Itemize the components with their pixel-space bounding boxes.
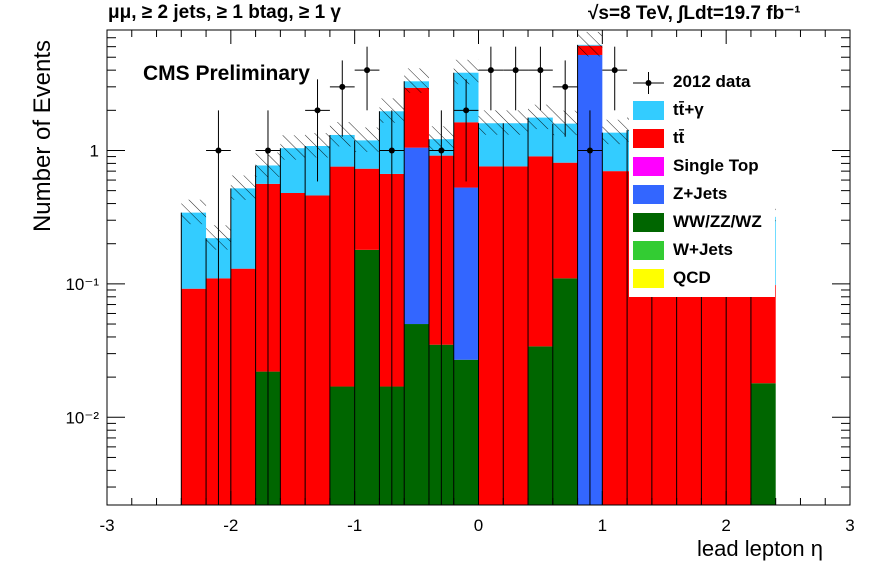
- x-tick-label: -3: [99, 516, 114, 535]
- legend-item-data: 2012 data: [629, 71, 775, 95]
- bar-WW/ZZ/WZ-14: [528, 346, 553, 505]
- legend: 2012 data tt̄+γ tt̄ Single Top Z+Jets WW…: [629, 69, 775, 297]
- data-point: [215, 147, 222, 154]
- data-point: [487, 67, 494, 74]
- legend-item-single-top: Single Top: [629, 155, 775, 179]
- x-tick-label: 0: [474, 516, 483, 535]
- bar-WW/ZZ/WZ-7: [354, 249, 380, 505]
- bar-Z+Jets-11: [453, 187, 479, 360]
- y-tick-label: 10⁻¹: [65, 275, 99, 294]
- bar-WW/ZZ/WZ-9: [404, 324, 429, 505]
- bar-tt̄-17: [602, 171, 628, 506]
- bar-tt̄-4: [280, 192, 306, 506]
- legend-label-zjets: Z+Jets: [673, 184, 728, 203]
- data-point: [611, 67, 618, 74]
- legend-item-diboson: WW/ZZ/WZ: [629, 211, 775, 235]
- legend-item-ttbar: tt̄: [629, 127, 775, 151]
- bar-tt̄-7: [354, 168, 380, 250]
- data-point: [364, 67, 371, 74]
- x-tick-label: 2: [721, 516, 730, 535]
- uncertainty-band-13: [503, 110, 529, 135]
- data-point: [512, 67, 519, 74]
- bar-tt̄-0: [181, 288, 207, 505]
- legend-label-single-top: Single Top: [673, 156, 759, 175]
- bar-tt̄+γ-2: [230, 188, 256, 269]
- data-point: [562, 83, 569, 90]
- x-tick-label: 1: [598, 516, 607, 535]
- data-point: [537, 67, 544, 74]
- y-tick-label: 10⁻²: [65, 408, 99, 427]
- energy-lumi-label: √s=8 TeV, ∫Ldt=19.7 fb⁻¹: [588, 3, 801, 24]
- bar-WW/ZZ/WZ-11: [453, 359, 479, 505]
- data-point: [264, 147, 271, 154]
- bar-tt̄-14: [528, 156, 553, 347]
- legend-label-wjets: W+Jets: [673, 240, 733, 259]
- uncertainty-band-17: [602, 119, 628, 145]
- bar-Z+Jets-9: [404, 147, 429, 325]
- data-marker-icon: [633, 72, 664, 94]
- legend-label-diboson: WW/ZZ/WZ: [673, 212, 762, 231]
- bar-WW/ZZ/WZ-23: [750, 383, 776, 505]
- legend-swatch-zjets: [633, 185, 664, 204]
- legend-swatch-qcd: [633, 269, 664, 288]
- data-point: [438, 147, 445, 154]
- bar-tt̄-15: [552, 162, 578, 279]
- bar-WW/ZZ/WZ-6: [329, 386, 355, 505]
- x-tick-label: -1: [347, 516, 362, 535]
- legend-swatch-ttgamma: [633, 101, 664, 120]
- data-point: [388, 147, 395, 154]
- data-point: [463, 107, 470, 114]
- cms-preliminary-label: CMS Preliminary: [143, 62, 310, 85]
- legend-item-ttgamma: tt̄+γ: [629, 99, 775, 123]
- data-point: [314, 107, 321, 114]
- bar-WW/ZZ/WZ-15: [552, 278, 578, 505]
- x-axis-label: lead lepton η: [697, 536, 823, 561]
- legend-label-data: 2012 data: [673, 72, 751, 91]
- bar-tt̄-9: [404, 87, 429, 148]
- uncertainty-band-12: [478, 110, 504, 135]
- y-tick-label: 1: [90, 141, 99, 160]
- uncertainty-band-9: [404, 68, 429, 93]
- legend-item-qcd: QCD: [629, 267, 775, 291]
- legend-item-wjets: W+Jets: [629, 239, 775, 263]
- bar-tt̄-13: [503, 166, 529, 506]
- selection-label: μμ, ≥ 2 jets, ≥ 1 btag, ≥ 1 γ: [108, 2, 341, 23]
- bar-tt̄-2: [230, 268, 256, 505]
- uncertainty-band-7: [354, 127, 380, 152]
- uncertainty-band-2: [230, 175, 256, 200]
- bar-tt̄-12: [478, 166, 504, 506]
- uncertainty-band-16: [577, 31, 603, 57]
- legend-label-ttgamma: tt̄+γ: [673, 100, 704, 119]
- data-point: [339, 83, 346, 90]
- data-point: [586, 147, 593, 154]
- legend-swatch-ttbar: [633, 129, 664, 148]
- bar-tt̄-23: [750, 285, 776, 384]
- legend-swatch-wjets: [633, 241, 664, 260]
- x-tick-label: -2: [223, 516, 238, 535]
- legend-item-zjets: Z+Jets: [629, 183, 775, 207]
- uncertainty-band-0: [181, 199, 207, 225]
- legend-label-qcd: QCD: [673, 268, 711, 287]
- bar-tt̄-5: [305, 195, 330, 505]
- bar-tt̄+γ-0: [181, 212, 207, 289]
- legend-swatch-single-top: [633, 157, 664, 176]
- uncertainty-band-4: [280, 135, 306, 160]
- legend-swatch-diboson: [633, 213, 664, 232]
- legend-label-ttbar: tt̄: [673, 128, 685, 147]
- bar-tt̄-6: [329, 166, 355, 387]
- x-tick-label: 3: [845, 516, 854, 535]
- y-axis-label: Number of Events: [29, 39, 56, 233]
